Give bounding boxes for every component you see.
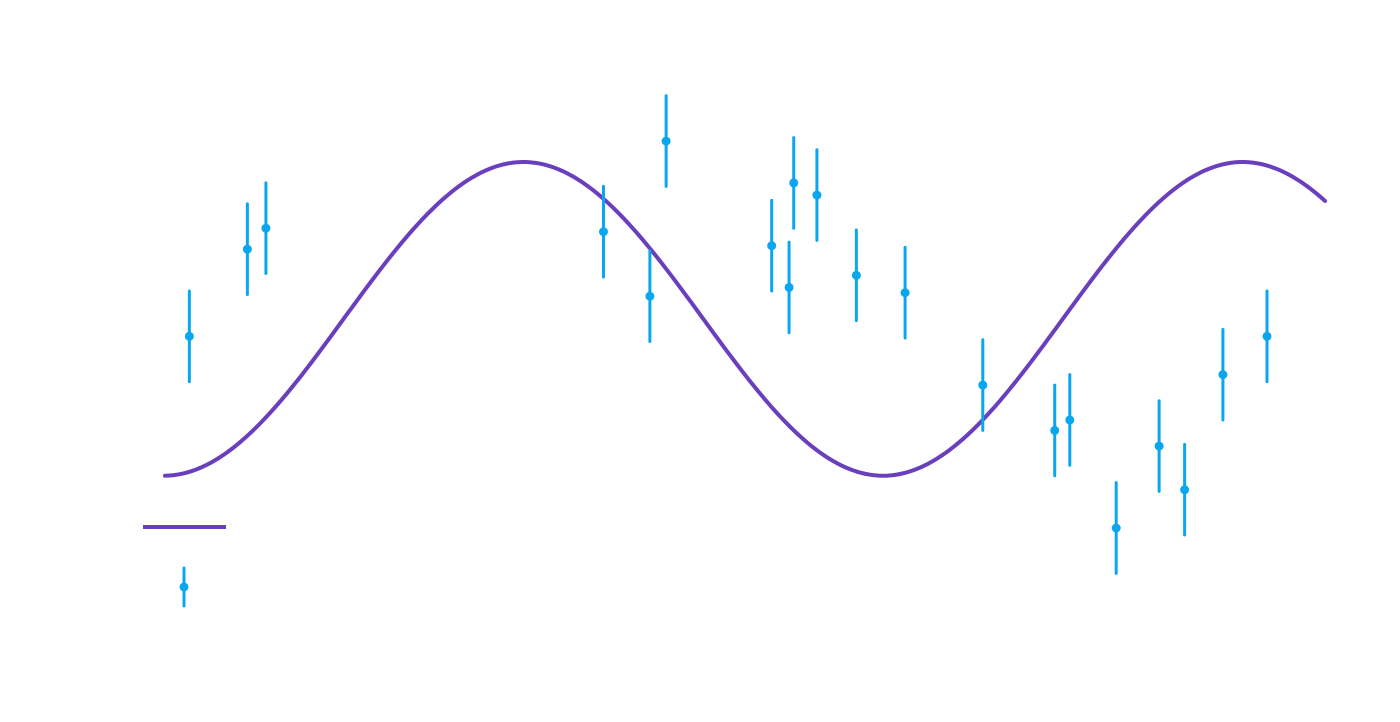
data-point-group <box>767 198 777 293</box>
data-point-group <box>900 245 910 340</box>
data-point-group <box>1262 289 1272 384</box>
data-point-group <box>978 338 988 432</box>
data-point-marker <box>767 241 777 251</box>
data-point-marker <box>184 331 194 341</box>
legend-data-marker <box>179 582 189 592</box>
data-point-group <box>645 249 655 344</box>
data-point-group <box>1050 383 1060 478</box>
data-point-group <box>242 202 252 296</box>
data-point-marker <box>1180 485 1190 495</box>
data-point-marker <box>1111 523 1121 533</box>
data-point-marker <box>242 244 252 254</box>
data-point-marker <box>598 227 608 237</box>
data-layer <box>184 94 1272 575</box>
model-layer <box>163 160 1327 478</box>
data-point-marker <box>261 223 271 233</box>
data-point-marker <box>851 270 861 280</box>
data-point-group <box>851 228 861 323</box>
data-point-group <box>1218 327 1228 422</box>
data-point-group <box>598 184 608 279</box>
data-point-group <box>1111 481 1121 575</box>
data-point-marker <box>784 282 794 292</box>
data-point-group <box>789 136 799 230</box>
data-point-marker <box>661 136 671 146</box>
data-point-marker <box>789 178 799 188</box>
legend <box>143 525 226 608</box>
data-point-group <box>1154 399 1164 493</box>
data-point-group <box>784 240 794 335</box>
data-point-marker <box>900 288 910 298</box>
data-point-marker <box>978 380 988 390</box>
data-point-group <box>1065 373 1075 467</box>
data-point-marker <box>812 190 822 200</box>
data-point-marker <box>1050 425 1060 435</box>
data-point-group <box>184 289 194 384</box>
data-point-marker <box>1262 331 1272 341</box>
data-point-group <box>812 148 822 242</box>
model-curve <box>163 160 1327 478</box>
data-point-marker <box>1065 415 1075 425</box>
data-point-group <box>261 181 271 276</box>
data-point-group <box>661 94 671 188</box>
data-point-group <box>1180 442 1190 537</box>
data-point-marker <box>1218 370 1228 380</box>
data-point-marker <box>645 291 655 301</box>
data-point-marker <box>1154 441 1164 451</box>
